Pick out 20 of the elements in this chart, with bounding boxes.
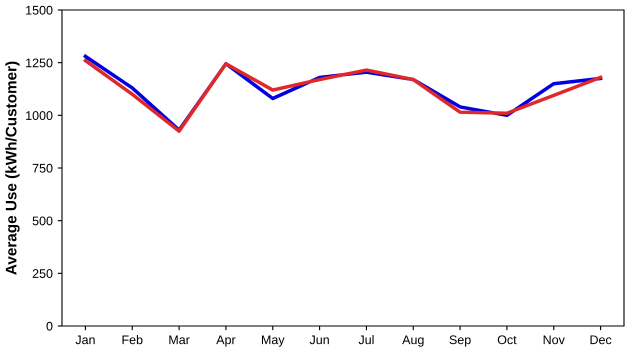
x-tick-label: Nov xyxy=(544,335,565,344)
x-tick-label: Jun xyxy=(310,335,329,344)
y-tick-label: 750 xyxy=(32,164,52,173)
x-tick-label: Mar xyxy=(169,335,190,344)
x-tick-label: Sep xyxy=(450,335,471,347)
x-tick-label: Feb xyxy=(122,335,142,344)
x-tick-label: Aug xyxy=(402,335,424,347)
y-tick-label: 250 xyxy=(32,269,52,278)
y-tick-label: 1500 xyxy=(26,6,52,15)
y-tick-label: 1000 xyxy=(26,111,52,120)
x-tick-label: Jan xyxy=(76,335,95,344)
x-tick-label: May xyxy=(262,335,285,347)
y-tick-label: 500 xyxy=(32,216,52,226)
x-tick-label: Jul xyxy=(358,335,374,344)
y-axis-title: Average Use (kWh/Customer) xyxy=(5,62,20,275)
x-tick-label: Oct xyxy=(498,335,517,344)
x-tick-label: Apr xyxy=(216,335,236,347)
y-tick-label: 0 xyxy=(46,322,52,331)
x-tick-label: Dec xyxy=(590,335,612,344)
y-tick-label: 1250 xyxy=(26,58,52,68)
